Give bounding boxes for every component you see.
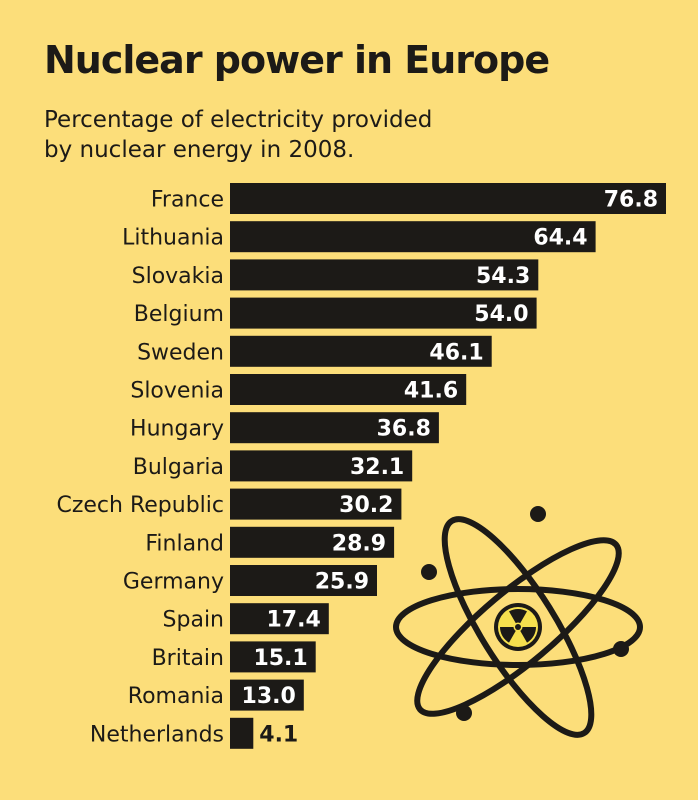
value-label: 54.3	[476, 264, 530, 289]
atom-orbit-horizontal	[393, 586, 643, 668]
category-label: Netherlands	[90, 722, 224, 747]
chart-subtitle-line1: Percentage of electricity provided	[44, 107, 433, 133]
category-label: Bulgaria	[133, 455, 224, 480]
electron-dot	[456, 705, 472, 721]
bar-slovakia	[230, 259, 539, 291]
bar-sweden	[230, 335, 492, 367]
value-label: 30.2	[339, 493, 393, 518]
electron-dot	[421, 564, 437, 580]
value-label: 64.4	[533, 226, 587, 251]
electron-dot	[530, 506, 546, 522]
category-label: Spain	[163, 608, 224, 633]
category-label: Finland	[145, 531, 224, 556]
category-label: Belgium	[134, 302, 224, 327]
chart-title: Nuclear power in Europe	[44, 38, 550, 82]
value-label: 4.1	[259, 722, 298, 747]
chart-subtitle-line2: by nuclear energy in 2008.	[44, 137, 355, 163]
category-label: Germany	[123, 570, 224, 595]
radiation-icon	[494, 603, 542, 651]
value-label: 28.9	[332, 531, 386, 556]
category-label: Slovakia	[132, 264, 224, 289]
value-label: 36.8	[377, 417, 431, 442]
bar-hungary	[230, 412, 439, 444]
category-label: France	[151, 188, 224, 213]
bar-britain	[230, 641, 316, 673]
category-label: Slovenia	[130, 379, 224, 404]
value-label: 41.6	[404, 379, 458, 404]
value-label: 25.9	[315, 570, 369, 595]
value-label: 32.1	[350, 455, 404, 480]
value-label: 54.0	[474, 302, 528, 327]
value-label: 17.4	[267, 608, 321, 633]
category-label: Britain	[152, 646, 224, 671]
category-label: Hungary	[130, 417, 224, 442]
category-label: Sweden	[137, 340, 224, 365]
bar-germany	[230, 565, 377, 596]
bar-lithuania	[230, 221, 596, 253]
category-label: Romania	[128, 684, 224, 709]
category-label: Czech Republic	[56, 493, 224, 518]
value-label: 15.1	[253, 646, 307, 671]
value-label: 76.8	[604, 188, 658, 213]
bar-romania	[230, 679, 304, 711]
bar-slovenia	[230, 374, 467, 405]
bar-belgium	[230, 297, 537, 329]
category-label: Lithuania	[122, 226, 224, 251]
atom-orbit-steep	[441, 516, 595, 738]
bar-france	[230, 183, 666, 214]
value-label: 46.1	[429, 340, 483, 365]
bar-czech-republic	[230, 488, 402, 520]
atom-orbit-diagonal	[414, 537, 622, 717]
value-label: 13.0	[242, 684, 296, 709]
bar-finland	[230, 526, 395, 558]
bar-spain	[230, 603, 329, 635]
electron-dot	[613, 641, 629, 657]
bar-netherlands	[230, 717, 254, 749]
bar-bulgaria	[230, 450, 413, 482]
